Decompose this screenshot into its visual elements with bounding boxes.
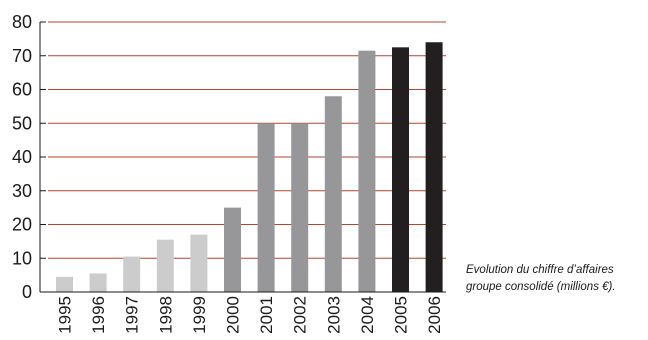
bar-1997 <box>123 256 141 292</box>
bar-1999 <box>190 234 208 292</box>
x-tick-label: 1998 <box>156 296 175 334</box>
x-tick-label: 2002 <box>291 296 310 334</box>
y-tick-label: 0 <box>22 282 32 302</box>
gridlines <box>48 21 446 259</box>
x-tick-label: 2005 <box>392 296 411 334</box>
chart-caption: Evolution du chiffre d’affaires groupe c… <box>466 262 646 296</box>
x-tick-label: 2001 <box>257 296 276 334</box>
y-axis: 0 10 20 30 40 50 60 70 80 <box>12 12 46 302</box>
x-tick-label: 1997 <box>123 296 142 334</box>
y-tick-label: 30 <box>12 181 32 201</box>
y-tick-label: 40 <box>12 147 32 167</box>
bar-2005 <box>392 47 409 292</box>
y-tick-label: 80 <box>12 12 32 32</box>
x-tick-label: 2004 <box>358 296 377 334</box>
y-tick-label: 10 <box>12 248 32 268</box>
bar-2003 <box>324 96 342 292</box>
bar-1995 <box>56 276 73 292</box>
bar-1998 <box>156 239 174 292</box>
bar-2006 <box>425 42 443 292</box>
bars <box>56 42 443 292</box>
caption-line-2: groupe consolidé (millions €). <box>466 281 616 293</box>
x-tick-label: 1995 <box>56 296 75 334</box>
y-tick-label: 70 <box>12 46 32 66</box>
bar-2002 <box>291 123 309 292</box>
y-tick-label: 20 <box>12 215 32 235</box>
caption-line-1: Evolution du chiffre d’affaires <box>466 264 614 276</box>
bar-1996 <box>89 273 107 292</box>
bar-2001 <box>257 123 275 292</box>
bar-2000 <box>224 207 241 292</box>
x-tick-label: 1999 <box>190 296 209 334</box>
x-tick-label: 2003 <box>324 296 343 334</box>
x-tick-label: 1996 <box>89 296 108 334</box>
x-tick-label: 2006 <box>425 296 444 334</box>
x-axis: 1995 1996 1997 1998 1999 2000 2001 2002 2003 2004… <box>40 291 446 334</box>
y-tick-label: 50 <box>12 113 32 133</box>
bar-2004 <box>358 50 376 292</box>
x-tick-label: 2000 <box>224 296 243 334</box>
y-tick-label: 60 <box>12 80 32 100</box>
